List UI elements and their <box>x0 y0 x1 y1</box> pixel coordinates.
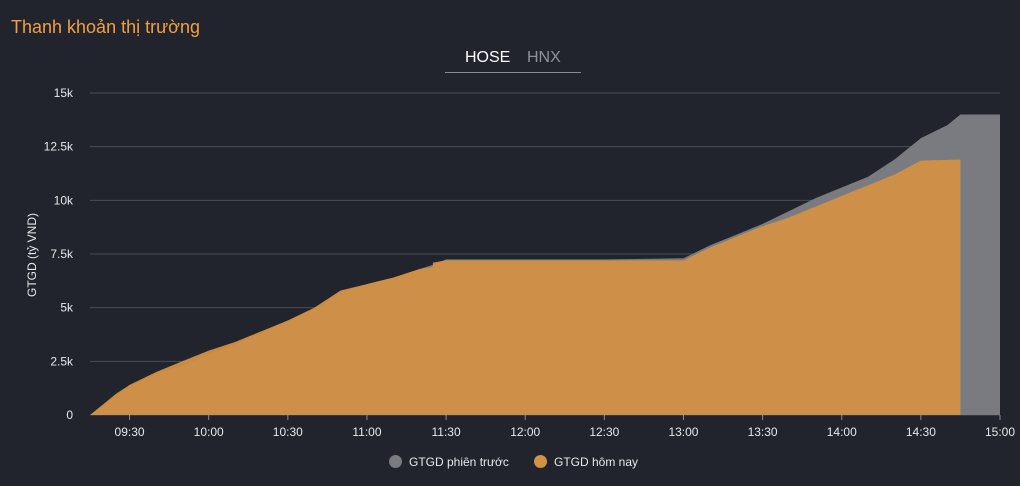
y-tick-label: 12.5k <box>44 140 74 154</box>
x-tick-label: 14:30 <box>906 425 936 439</box>
legend-label-previous[interactable]: GTGD phiên trước <box>409 455 509 469</box>
x-tick-label: 13:30 <box>748 425 778 439</box>
x-tick-label: 09:30 <box>115 425 145 439</box>
y-tick-label: 0 <box>66 408 73 422</box>
y-axis-label: GTGD (tỷ VND) <box>25 213 39 297</box>
tab-hnx[interactable]: HNX <box>527 49 561 66</box>
legend-marker-previous <box>389 455 402 468</box>
tab-hose[interactable]: HOSE <box>465 49 511 66</box>
x-tick-label: 11:00 <box>352 425 381 439</box>
x-tick-label: 12:00 <box>510 425 540 439</box>
x-tick-label: 10:30 <box>273 425 303 439</box>
y-tick-label: 7.5k <box>50 247 74 261</box>
x-tick-label: 15:00 <box>985 425 1015 439</box>
y-tick-label: 2.5k <box>50 354 74 368</box>
x-tick-label: 10:00 <box>194 425 224 439</box>
x-tick-label: 14:00 <box>827 425 857 439</box>
area-today <box>90 144 961 415</box>
legend-marker-today <box>534 455 547 468</box>
y-tick-label: 5k <box>60 301 74 315</box>
page-title: Thanh khoản thị trường <box>11 17 200 37</box>
y-tick-label: 15k <box>54 86 74 100</box>
x-tick-label: 13:00 <box>668 425 698 439</box>
y-tick-label: 10k <box>54 193 74 207</box>
x-tick-label: 12:30 <box>589 425 619 439</box>
x-tick-label: 11:30 <box>432 425 461 439</box>
legend-label-today[interactable]: GTGD hôm nay <box>554 455 639 469</box>
exchange-tabs: HOSE HNX <box>445 47 581 73</box>
